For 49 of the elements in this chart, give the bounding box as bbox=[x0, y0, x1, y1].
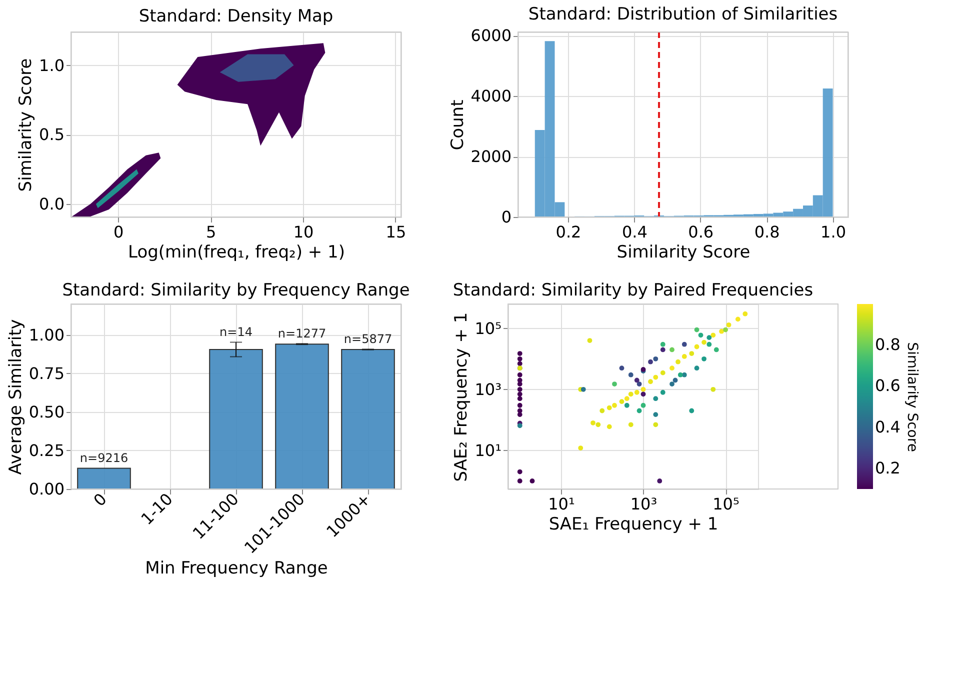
x-tick-label: 10³ bbox=[630, 494, 658, 514]
x-tick-label: 5 bbox=[206, 222, 216, 242]
annotation: n=14 bbox=[220, 325, 252, 340]
annotation: n=9216 bbox=[80, 451, 128, 466]
x-tick-label: 10¹ bbox=[548, 494, 575, 514]
x-tick-label: 10⁵ bbox=[712, 494, 740, 514]
y-tick-label: 10¹ bbox=[474, 440, 502, 460]
color-bar-title: Similarity Score bbox=[904, 342, 920, 452]
y-tick-label: 0.00 bbox=[28, 480, 64, 498]
x-axis-title: Log(min(freq₁, freq₂) + 1) bbox=[128, 242, 345, 262]
x-tick-label: 1.0 bbox=[820, 222, 846, 242]
x-tick-label: 0 bbox=[114, 222, 124, 242]
y-tick-label: 10⁵ bbox=[474, 318, 502, 338]
y-axis-title: Count bbox=[448, 99, 468, 150]
annotation: n=1277 bbox=[278, 326, 326, 341]
y-tick-label: 0 bbox=[501, 208, 512, 226]
color-bar-label: 0.2 bbox=[875, 458, 900, 478]
color-bar-label: 0.6 bbox=[875, 376, 900, 396]
x-tick-label: 0.8 bbox=[754, 222, 780, 242]
y-tick-label: 4000 bbox=[470, 86, 512, 106]
x-tick-label: 15 bbox=[386, 222, 406, 242]
y-tick-label: 10³ bbox=[474, 380, 502, 399]
annotation: n=5877 bbox=[344, 332, 392, 346]
y-tick-label: 0.50 bbox=[28, 402, 64, 422]
x-tick-label: 0.2 bbox=[556, 222, 582, 242]
y-tick-label: 6000 bbox=[470, 26, 512, 46]
x-axis-title: Similarity Score bbox=[616, 242, 750, 262]
y-axis-title: SAE₂ Frequency + 1 bbox=[452, 312, 472, 482]
y-tick-label: 1.00 bbox=[28, 325, 64, 344]
x-tick-label: 0 bbox=[90, 489, 110, 510]
color-bar-label: 0.4 bbox=[875, 417, 900, 436]
chart-title: Standard: Distribution of Similarities bbox=[528, 4, 838, 25]
y-axis-title: Similarity Score bbox=[16, 58, 36, 192]
y-axis-title: Average Similarity bbox=[6, 319, 26, 475]
x-tick-label: 10 bbox=[293, 222, 314, 242]
color-bar-label: 0.8 bbox=[875, 335, 900, 354]
x-axis-title: Min Frequency Range bbox=[145, 558, 328, 579]
x-tick-label: 0.6 bbox=[688, 222, 714, 242]
y-tick-label: 0.75 bbox=[28, 364, 64, 383]
chart-title: Standard: Similarity by Paired Frequencies bbox=[452, 280, 814, 300]
y-tick-label: 0.0 bbox=[39, 194, 64, 214]
chart-title: Standard: Density Map bbox=[138, 6, 334, 26]
y-tick-label: 0.25 bbox=[28, 440, 64, 460]
y-tick-label: 0.5 bbox=[39, 125, 64, 144]
x-tick-label: 0.4 bbox=[622, 222, 648, 242]
y-tick-label: 2000 bbox=[470, 147, 512, 166]
y-tick-label: 1.0 bbox=[39, 56, 64, 75]
x-axis-title: SAE₁ Frequency + 1 bbox=[548, 514, 718, 534]
chart-title: Standard: Similarity by Frequency Range bbox=[62, 280, 410, 300]
